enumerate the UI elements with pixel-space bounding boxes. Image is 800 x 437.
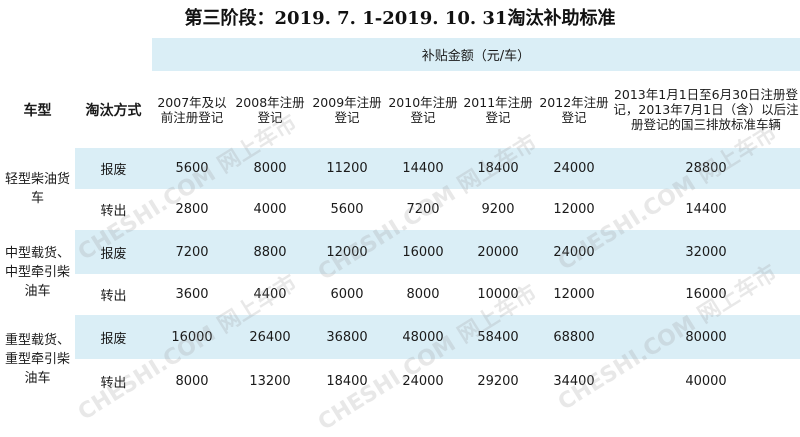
vehicle-type-header: 车型 — [23, 102, 52, 119]
year-header: 2009年注册登记 — [312, 94, 382, 125]
value-cell: 18400 — [326, 373, 368, 389]
value-cell: 36800 — [326, 329, 368, 345]
value-cell: 20000 — [477, 244, 519, 260]
method-cell: 转出 — [100, 375, 127, 391]
year-header: 2012年注册登记 — [539, 94, 609, 125]
value-cell: 4400 — [253, 287, 287, 302]
value-cell: 11200 — [326, 161, 368, 176]
table-row: 重型载货、重型牵引柴油车 报废 16000 26400 36800 48000 … — [0, 315, 800, 403]
table-row: 转出 3600 4400 6000 8000 10000 12000 16000 — [0, 274, 800, 315]
method-cell: 转出 — [100, 289, 127, 304]
year-header: 2011年注册登记 — [463, 94, 533, 125]
value-cell: 40000 — [685, 373, 727, 389]
value-cell: 12000 — [326, 244, 368, 260]
value-cell: 28800 — [685, 161, 727, 176]
value-cell: 10000 — [477, 287, 519, 302]
value-cell: 68800 — [553, 329, 595, 345]
table-row: 转出 2800 4000 5600 7200 9200 12000 14400 — [0, 189, 800, 230]
value-cell: 12000 — [553, 287, 595, 302]
value-cell: 26400 — [249, 329, 291, 345]
method-cell: 报废 — [100, 331, 127, 347]
value-cell: 4000 — [253, 202, 287, 217]
value-cell: 24000 — [402, 373, 444, 389]
year-header: 2007年及以前注册登记 — [157, 94, 227, 125]
subsidy-group-header: 补贴金额（元/车） — [152, 38, 800, 71]
table-row: 中型载货、中型牵引柴油车 报废 7200 8800 12000 16000 20… — [0, 230, 800, 315]
value-cell: 8000 — [253, 161, 287, 176]
value-cell: 13200 — [249, 373, 291, 389]
value-cell: 5600 — [175, 161, 209, 176]
method-cell: 报废 — [100, 246, 127, 262]
value-cell: 8000 — [406, 287, 440, 302]
page-title: 第三阶段：2019. 7. 1-2019. 10. 31淘汰补助标准 — [184, 8, 616, 29]
value-cell: 8000 — [175, 373, 209, 389]
value-cell: 24000 — [553, 161, 595, 176]
value-cell: 58400 — [477, 329, 519, 345]
value-cell: 7200 — [175, 244, 209, 260]
value-cell: 16000 — [402, 244, 444, 260]
method-cell: 报废 — [100, 163, 127, 178]
value-cell: 16000 — [685, 287, 727, 302]
value-cell: 6000 — [330, 287, 364, 302]
value-cell: 7200 — [406, 202, 440, 217]
table-row: 轻型柴油货车 报废 5600 8000 11200 14400 18400 24… — [0, 148, 800, 230]
year-header: 2013年1月1日至6月30日注册登记，2013年7月1日（含）以后注册登记的国… — [613, 87, 799, 132]
method-cell: 转出 — [100, 204, 127, 219]
value-cell: 2800 — [175, 202, 209, 217]
vehicle-type-cell: 重型载货、重型牵引柴油车 — [0, 315, 75, 403]
value-cell: 32000 — [685, 244, 727, 260]
year-header: 2010年注册登记 — [388, 94, 458, 125]
value-cell: 29200 — [477, 373, 519, 389]
value-cell: 34400 — [553, 373, 595, 389]
subsidy-table: 补贴金额（元/车） 车型 淘汰方式 2007年及以前注册登记 2008年注册登记… — [0, 38, 800, 403]
value-cell: 24000 — [553, 244, 595, 260]
table-row: 转出 8000 13200 18400 24000 29200 34400 40… — [0, 359, 800, 403]
value-cell: 9200 — [481, 202, 515, 217]
value-cell: 12000 — [553, 202, 595, 217]
vehicle-type-cell: 中型载货、中型牵引柴油车 — [0, 230, 75, 315]
value-cell: 80000 — [685, 329, 727, 345]
value-cell: 3600 — [175, 287, 209, 302]
vehicle-type-cell: 轻型柴油货车 — [0, 148, 75, 230]
value-cell: 48000 — [402, 329, 444, 345]
value-cell: 8800 — [253, 244, 287, 260]
disposal-method-header: 淘汰方式 — [85, 102, 142, 119]
value-cell: 16000 — [171, 329, 213, 345]
value-cell: 18400 — [477, 161, 519, 176]
year-header: 2008年注册登记 — [235, 94, 305, 125]
value-cell: 14400 — [402, 161, 444, 176]
value-cell: 5600 — [330, 202, 364, 217]
value-cell: 14400 — [685, 202, 727, 217]
